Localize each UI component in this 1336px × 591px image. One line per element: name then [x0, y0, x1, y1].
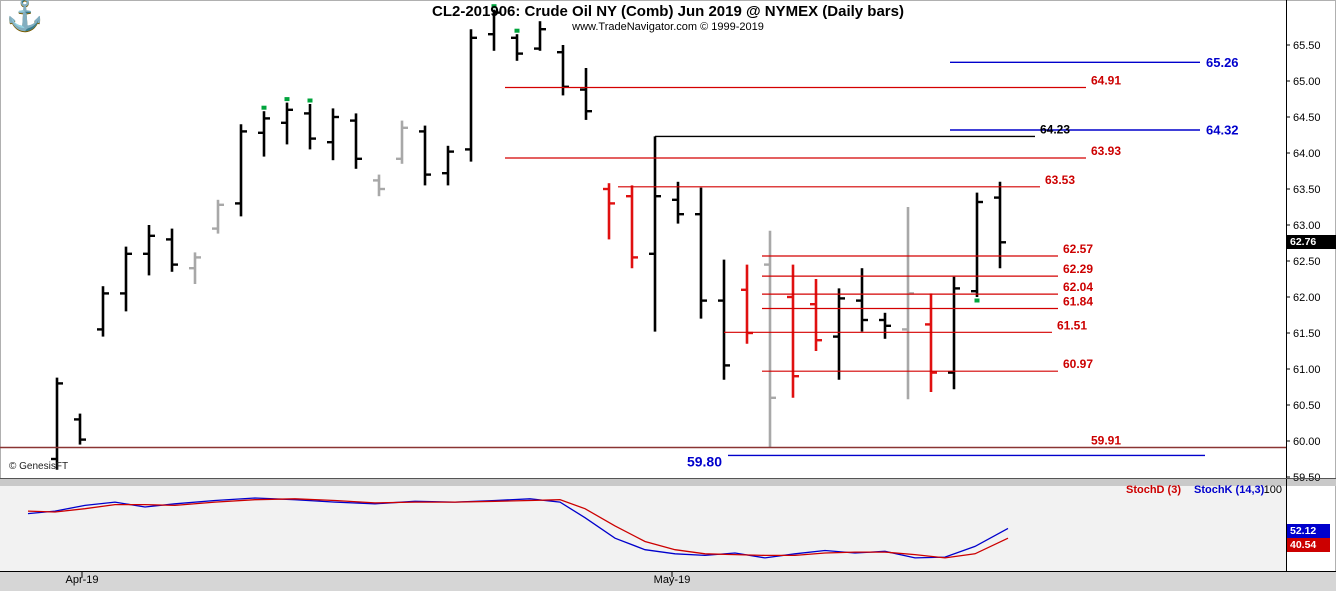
last-price-badge: 62.76 — [1287, 235, 1336, 249]
signal-mark-icon — [284, 97, 290, 102]
y-axis-tick-label: 60.50 — [1293, 400, 1321, 412]
price-level-label: 59.80 — [687, 453, 722, 469]
x-axis-label-may19: May-19 — [653, 574, 691, 586]
y-axis-tick-label: 62.00 — [1293, 292, 1321, 304]
price-level-label: 59.91 — [1091, 434, 1121, 448]
stochk-legend-label[interactable]: StochK (14,3) — [1194, 484, 1265, 496]
genesis-anchor-logo-icon: ⚓ — [6, 0, 44, 32]
price-level-label: 64.32 — [1206, 123, 1239, 138]
y-axis-tick-label: 61.00 — [1293, 364, 1321, 376]
y-axis-tick-label: 60.00 — [1293, 436, 1321, 448]
chart-subtitle: www.TradeNavigator.com © 1999-2019 — [572, 21, 764, 33]
y-axis-tick-label: 63.00 — [1293, 220, 1321, 232]
y-axis-tick-label: 64.00 — [1293, 148, 1321, 160]
price-level-label: 61.51 — [1057, 318, 1087, 332]
x-axis-strip — [0, 572, 1336, 591]
chart-title: CL2-201906: Crude Oil NY (Comb) Jun 2019… — [432, 3, 904, 20]
panel-separator — [0, 479, 1336, 486]
price-level-label: 63.53 — [1045, 173, 1075, 187]
x-axis-label-apr19: Apr-19 — [65, 574, 99, 586]
stochd-value-badge: 40.54 — [1287, 538, 1330, 552]
price-level-label: 61.84 — [1063, 295, 1093, 309]
stochd-legend-label[interactable]: StochD (3) — [1126, 484, 1181, 496]
y-axis-tick-label: 61.50 — [1293, 328, 1321, 340]
stochastic-panel[interactable] — [0, 486, 1286, 571]
stochk-value-badge: 52.12 — [1287, 524, 1330, 538]
y-axis-tick-label: 65.50 — [1293, 40, 1321, 52]
genesisft-watermark: © GenesisFT — [9, 461, 69, 472]
price-level-label: 64.23 — [1040, 122, 1070, 136]
y-axis-tick-label: 64.50 — [1293, 112, 1321, 124]
price-level-label: 63.93 — [1091, 144, 1121, 158]
signal-mark-icon — [261, 105, 267, 110]
price-level-label: 62.04 — [1063, 280, 1093, 294]
price-level-label: 64.91 — [1091, 74, 1121, 88]
y-axis-tick-label: 62.50 — [1293, 256, 1321, 268]
signal-mark-icon — [974, 298, 980, 303]
price-level-label: 62.29 — [1063, 262, 1093, 276]
price-level-label: 60.97 — [1063, 357, 1093, 371]
signal-mark-icon — [307, 98, 313, 103]
y-axis-tick-label: 65.00 — [1293, 76, 1321, 88]
y-axis-tick-label: 63.50 — [1293, 184, 1321, 196]
stoch-scale-top-label: 100 — [1263, 484, 1282, 496]
price-level-label: 62.57 — [1063, 242, 1093, 256]
price-level-label: 65.26 — [1206, 55, 1239, 70]
